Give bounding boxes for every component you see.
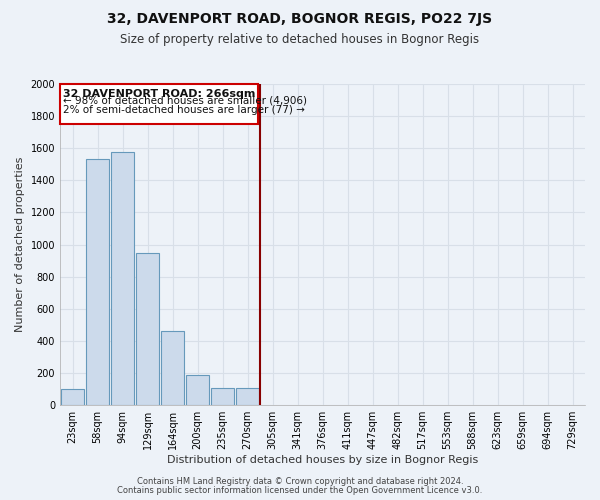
Bar: [161, 332, 184, 405]
Text: 2% of semi-detached houses are larger (77) →: 2% of semi-detached houses are larger (7…: [62, 105, 304, 115]
Y-axis label: Number of detached properties: Number of detached properties: [15, 157, 25, 332]
X-axis label: Distribution of detached houses by size in Bognor Regis: Distribution of detached houses by size …: [167, 455, 478, 465]
FancyBboxPatch shape: [60, 84, 257, 124]
Text: Size of property relative to detached houses in Bognor Regis: Size of property relative to detached ho…: [121, 32, 479, 46]
Text: 32, DAVENPORT ROAD, BOGNOR REGIS, PO22 7JS: 32, DAVENPORT ROAD, BOGNOR REGIS, PO22 7…: [107, 12, 493, 26]
Bar: [211, 388, 234, 405]
Bar: [136, 252, 159, 405]
Text: ← 98% of detached houses are smaller (4,906): ← 98% of detached houses are smaller (4,…: [62, 95, 307, 105]
Bar: [236, 388, 259, 405]
Text: Contains HM Land Registry data © Crown copyright and database right 2024.: Contains HM Land Registry data © Crown c…: [137, 477, 463, 486]
Bar: [186, 376, 209, 405]
Bar: [61, 389, 84, 405]
Bar: [111, 152, 134, 405]
Text: Contains public sector information licensed under the Open Government Licence v3: Contains public sector information licen…: [118, 486, 482, 495]
Text: 32 DAVENPORT ROAD: 266sqm: 32 DAVENPORT ROAD: 266sqm: [62, 89, 255, 99]
Bar: [86, 160, 109, 405]
